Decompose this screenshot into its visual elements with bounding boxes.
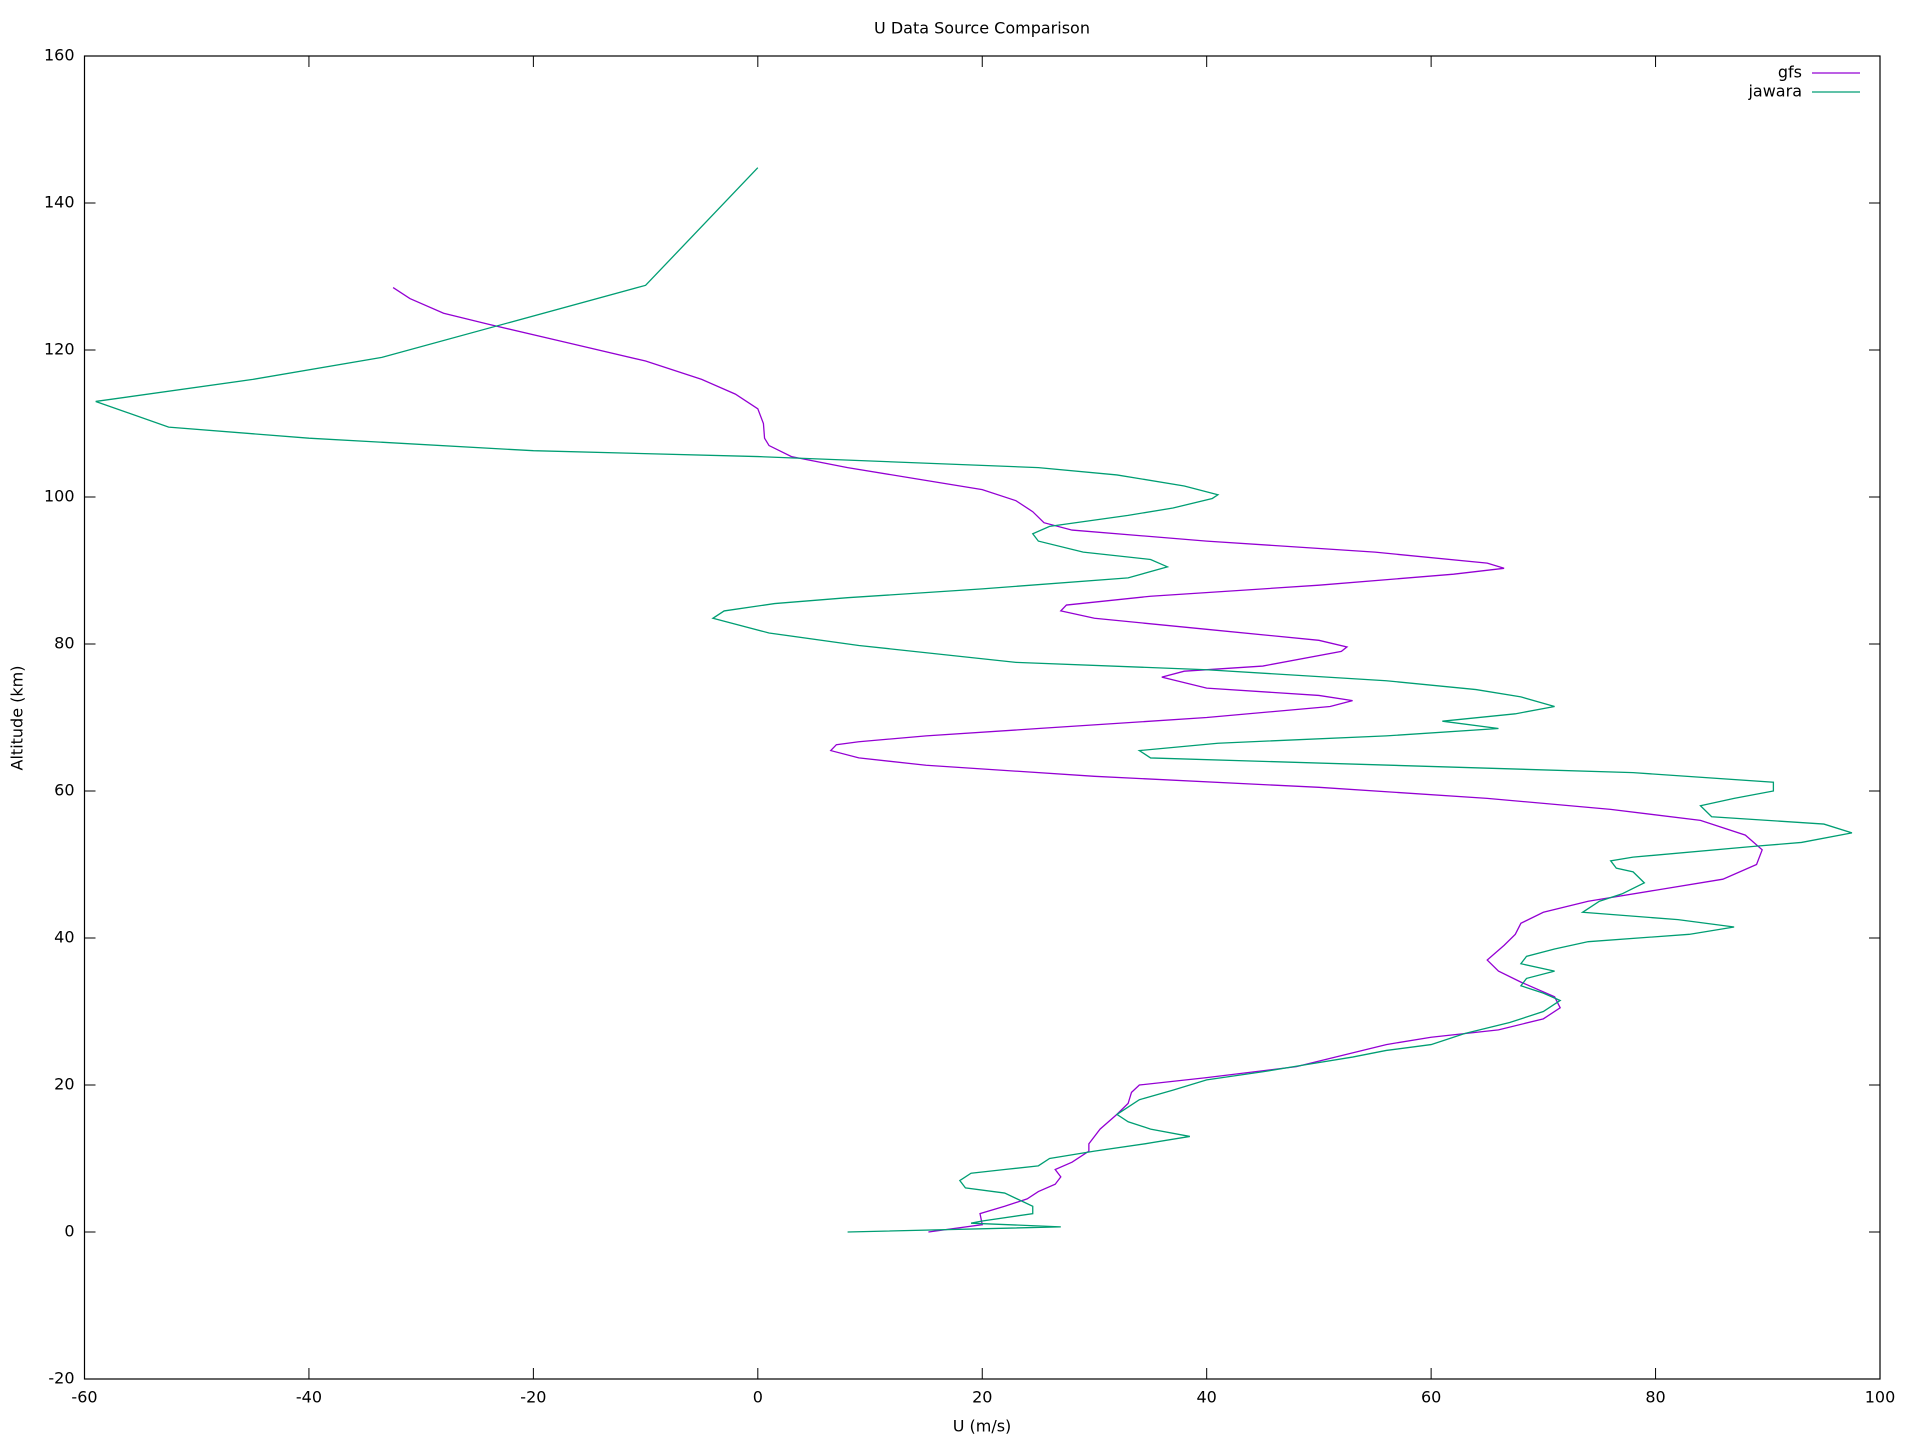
x-tick-label: -40: [296, 1388, 322, 1407]
y-tick-label: 20: [54, 1075, 74, 1094]
x-axis-label: U (m/s): [953, 1417, 1012, 1436]
legend-label: gfs: [1778, 63, 1802, 82]
x-tick-label: 80: [1645, 1388, 1665, 1407]
legend-label: jawara: [1747, 82, 1802, 101]
x-tick-label: 40: [1197, 1388, 1217, 1407]
x-tick-label: 60: [1421, 1388, 1441, 1407]
series-line: [95, 167, 1853, 1233]
y-tick-label: 40: [54, 928, 74, 947]
y-tick-label: 0: [64, 1222, 74, 1241]
chart-title: U Data Source Comparison: [874, 19, 1090, 38]
y-tick-label: 120: [44, 340, 75, 359]
y-axis-label: Altitude (km): [8, 666, 27, 771]
y-tick-label: 60: [54, 781, 74, 800]
x-tick-label: 0: [753, 1388, 763, 1407]
x-tick-label: 20: [972, 1388, 992, 1407]
y-tick-label: 100: [44, 487, 75, 506]
series-line: [392, 286, 1763, 1233]
x-tick-label: 100: [1865, 1388, 1896, 1407]
x-tick-label: -20: [520, 1388, 546, 1407]
y-tick-label: 80: [54, 634, 74, 653]
y-tick-label: 160: [44, 46, 75, 65]
x-tick-label: -60: [71, 1388, 97, 1407]
y-tick-label: 140: [44, 193, 75, 212]
y-tick-label: -20: [48, 1369, 74, 1388]
plot-border: [83, 55, 1881, 1380]
